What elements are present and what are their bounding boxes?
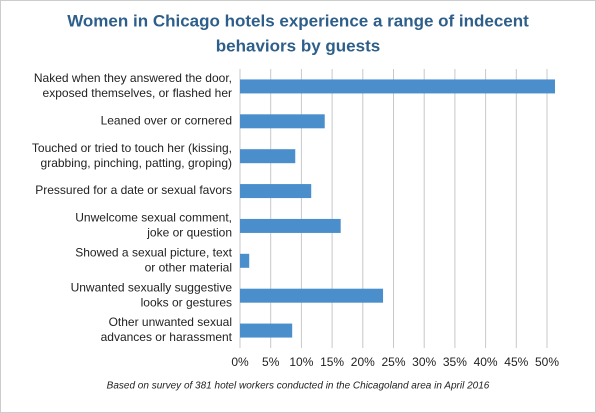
x-tick-label: 40% (474, 355, 498, 369)
y-tick-label: Showed a sexual picture, text (75, 245, 232, 259)
x-tick-label: 15% (320, 355, 344, 369)
x-tick-label: 0% (231, 355, 249, 369)
bar (240, 79, 555, 94)
y-tick-label: looks or gestures (141, 295, 232, 309)
y-tick-label: Other unwanted sexual (109, 315, 232, 329)
chart-title: behaviors by guests (216, 36, 380, 55)
x-tick-label: 35% (443, 355, 467, 369)
bar (240, 323, 293, 338)
y-tick-label: Pressured for a date or sexual favors (35, 183, 232, 197)
y-tick-label: or other material (145, 260, 232, 274)
x-tick-label: 45% (504, 355, 528, 369)
bar (240, 253, 250, 268)
y-tick-label: exposed themselves, or flashed her (43, 86, 232, 100)
y-tick-label: advances or harassment (101, 330, 233, 344)
y-tick-label: grabbing, pinching, patting, groping) (41, 156, 232, 170)
x-tick-label: 20% (351, 355, 375, 369)
y-tick-label: Unwanted sexually suggestive (71, 280, 233, 294)
bar (240, 288, 384, 303)
bar (240, 218, 341, 233)
bar (240, 114, 325, 129)
x-tick-label: 5% (262, 355, 280, 369)
x-tick-label: 50% (535, 355, 559, 369)
y-tick-label: Touched or tried to touch her (kissing, (32, 141, 232, 155)
x-tick-label: 25% (381, 355, 405, 369)
y-tick-label: Naked when they answered the door, (34, 71, 232, 85)
x-tick-label: 10% (289, 355, 313, 369)
chart-title: Women in Chicago hotels experience a ran… (67, 11, 529, 30)
y-tick-label: joke or question (146, 226, 232, 240)
x-tick-label: 30% (412, 355, 436, 369)
y-tick-label: Unwelcome sexual comment, (75, 211, 232, 225)
bar (240, 184, 312, 199)
bar (240, 149, 296, 164)
footnote: Based on survey of 381 hotel workers con… (107, 381, 490, 392)
y-tick-label: Leaned over or cornered (101, 113, 232, 127)
